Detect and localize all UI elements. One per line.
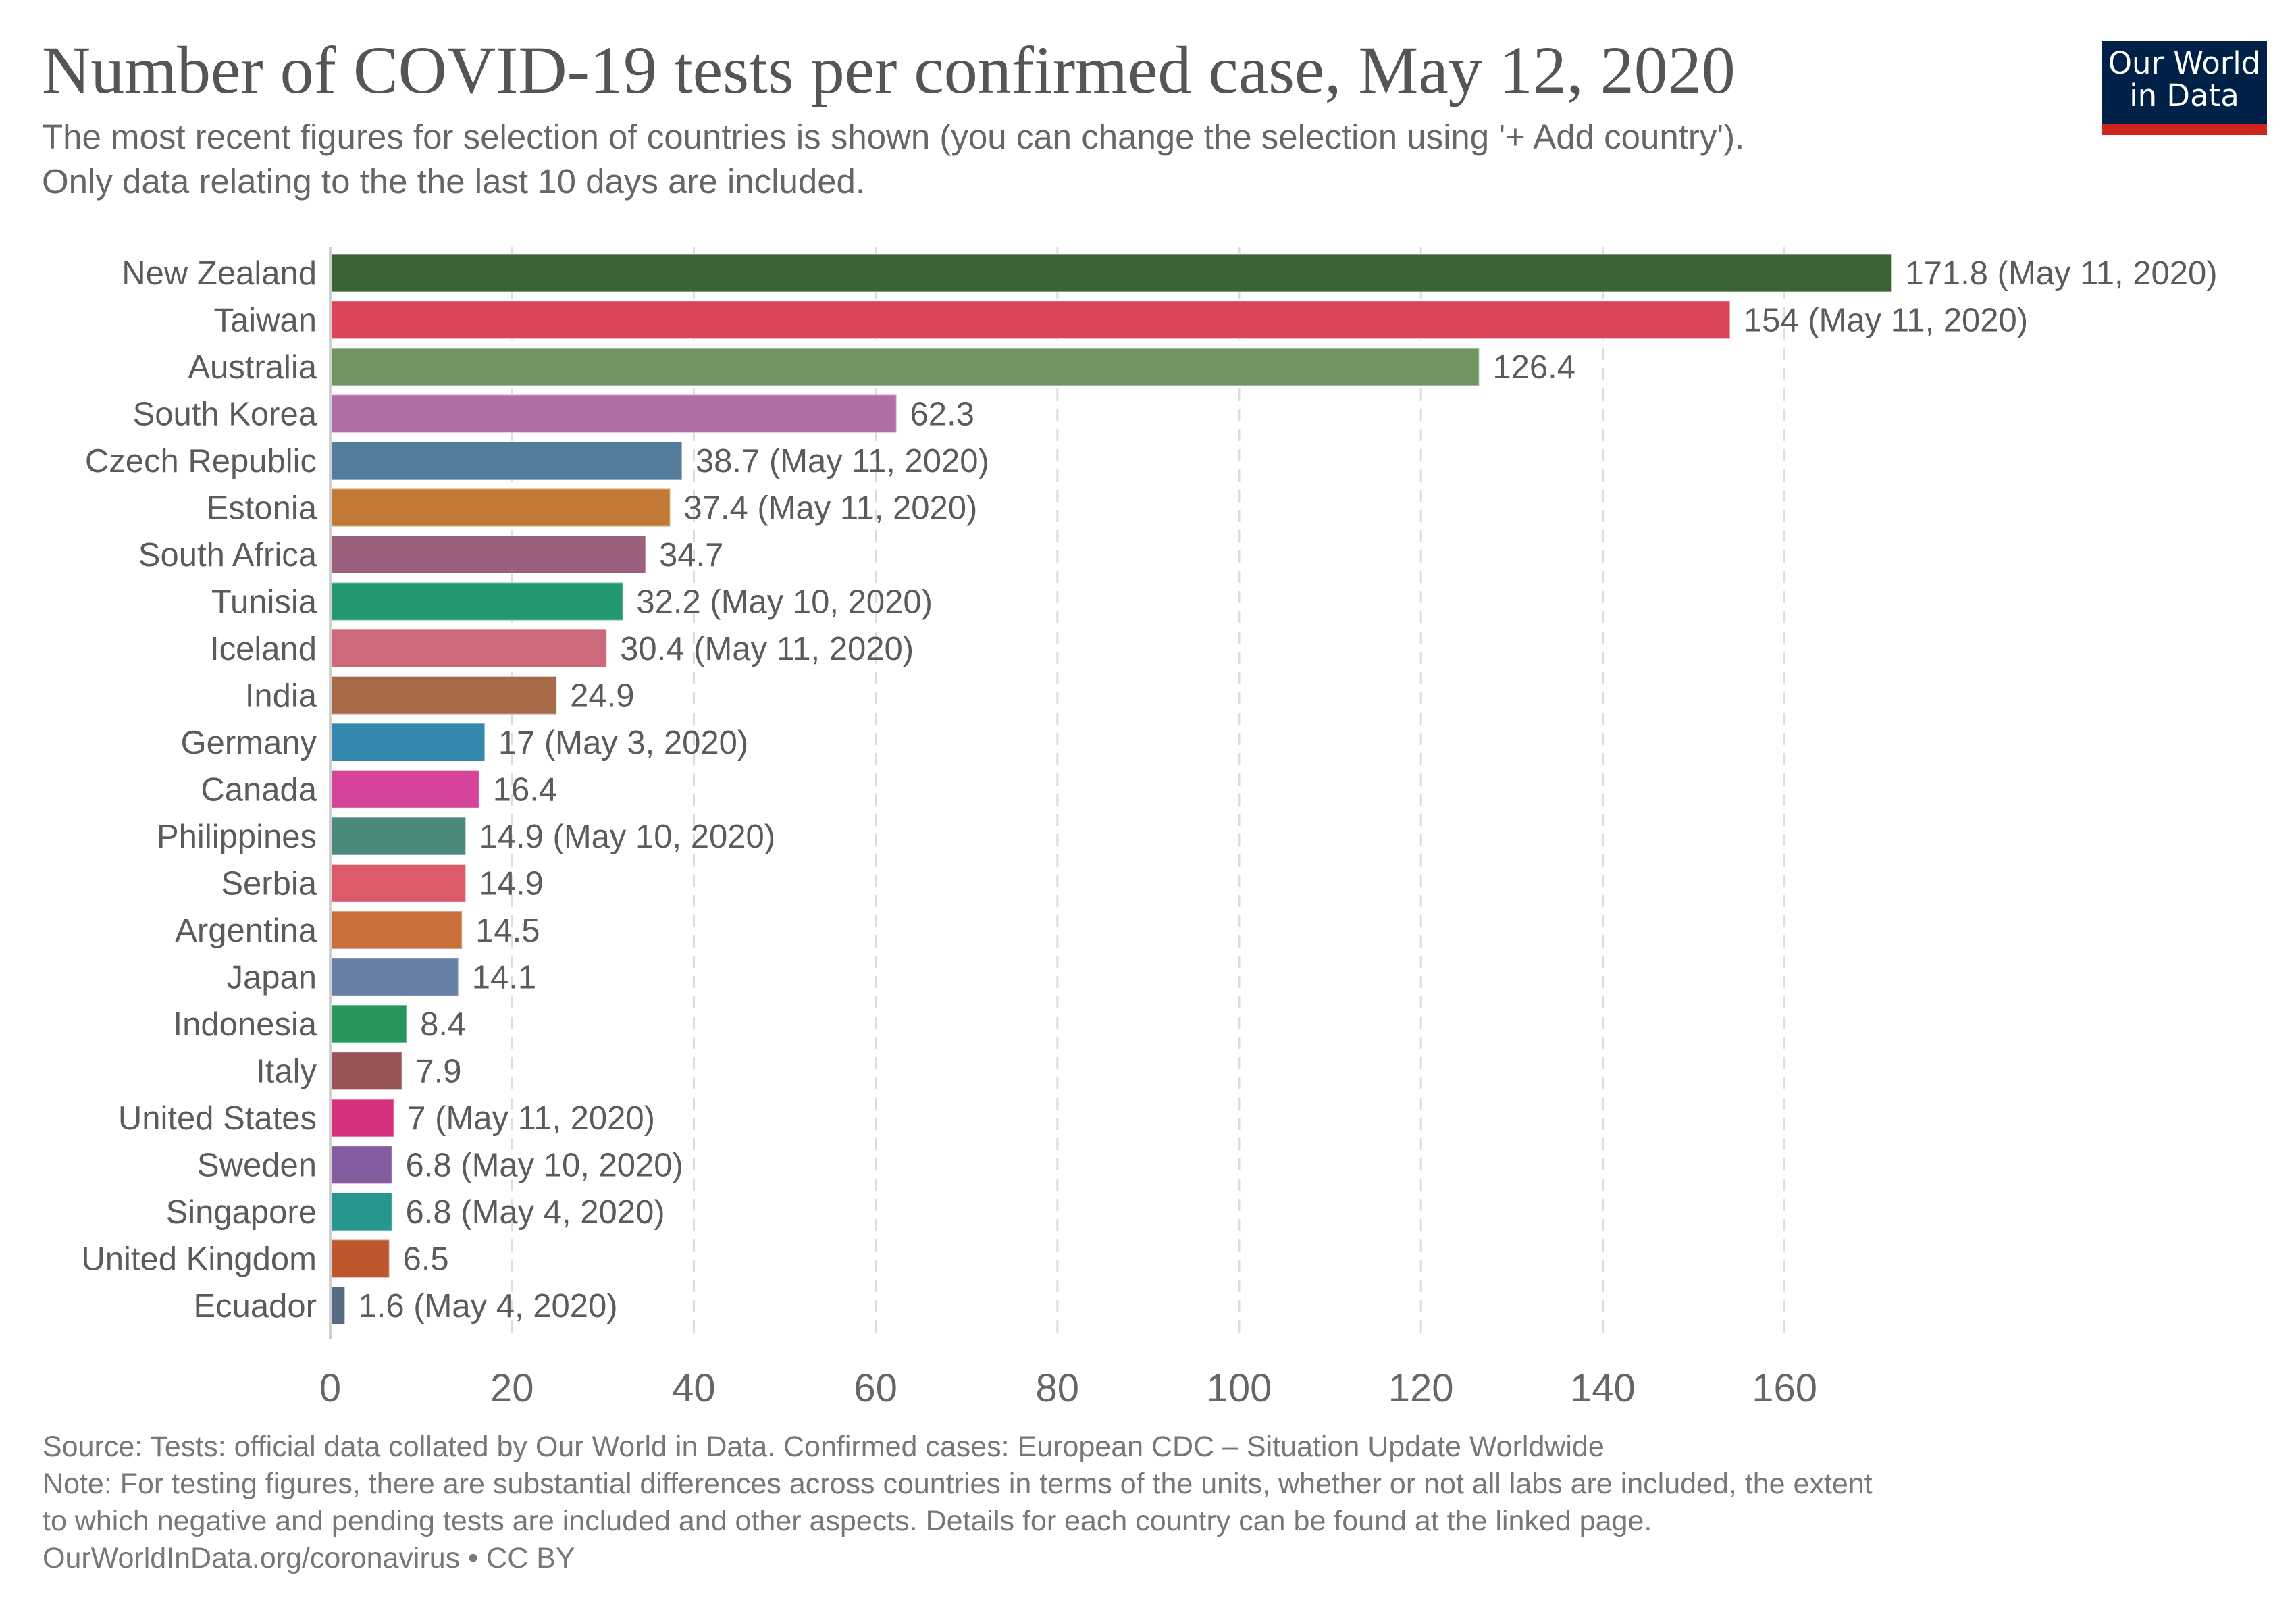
subtitle-line-1: The most recent figures for selection of… [42,118,1745,156]
category-label[interactable]: Singapore [166,1194,317,1231]
category-label[interactable]: United States [118,1100,317,1137]
category-label[interactable]: Indonesia [173,1006,317,1043]
value-label: 62.3 [910,396,974,433]
subtitle-line-2: Only data relating to the the last 10 da… [42,162,866,201]
value-label: 126.4 [1492,349,1575,386]
logo-line-2: in Data [2129,78,2239,113]
note-line-2: to which negative and pending tests are … [43,1505,1652,1537]
value-label: 24.9 [570,678,634,715]
value-labels: 171.8 (May 11, 2020) 154 (May 11, 2020) 12… [359,255,2218,1324]
x-tick-label: 60 [854,1366,897,1410]
category-label[interactable]: Argentina [175,912,317,949]
category-label[interactable]: Tunisia [211,584,317,621]
bar-indonesia[interactable] [330,1004,408,1044]
chart-subtitle: The most recent figures for selection of… [42,115,1744,204]
bar-taiwan[interactable] [330,300,1731,340]
category-label[interactable]: Canada [201,772,317,808]
x-tick-label: 100 [1207,1366,1272,1410]
value-label: 34.7 [659,537,723,573]
value-label: 32.2 (May 10, 2020) [636,584,933,621]
value-label: 37.4 (May 11, 2020) [683,490,977,527]
x-tick-label: 120 [1388,1366,1454,1410]
bar-argentina[interactable] [330,910,463,950]
value-label: 14.9 (May 10, 2020) [479,819,776,855]
bar-tunisia[interactable] [330,582,624,621]
x-tick-label: 0 [319,1366,341,1410]
category-label[interactable]: Japan [226,960,317,996]
category-label[interactable]: Ecuador [193,1288,317,1324]
value-label: 14.9 [479,866,544,902]
category-label[interactable]: South Africa [138,537,317,573]
category-label[interactable]: Taiwan [213,303,317,339]
category-label[interactable]: New Zealand [122,255,317,292]
bar-singapore[interactable] [330,1192,393,1231]
value-label: 6.8 (May 4, 2020) [406,1194,665,1231]
bar-canada[interactable] [330,769,480,809]
bar-italy[interactable] [330,1051,403,1091]
value-label: 7.9 [415,1054,461,1090]
x-tick-label: 80 [1036,1366,1080,1410]
bar-india[interactable] [330,675,558,715]
bar-new-zealand[interactable] [330,253,1893,292]
bar-chart: New Zealand Taiwan Australia South Korea Cze… [81,247,2218,1410]
value-label: 171.8 (May 11, 2020) [1905,255,2217,292]
category-labels: New Zealand Taiwan Australia South Korea Cze… [81,255,317,1324]
x-tick-label: 40 [672,1366,716,1410]
bar-south-korea[interactable] [330,394,897,434]
bar-australia[interactable] [330,347,1480,386]
x-tick-label: 140 [1570,1366,1636,1410]
x-tick-label: 160 [1752,1366,1817,1410]
note-line-1: Note: For testing figures, there are sub… [43,1468,1873,1500]
category-label[interactable]: Estonia [207,490,317,527]
bar-united-states[interactable] [330,1098,395,1137]
chart-footer: Source: Tests: official data collated by… [43,1429,1873,1577]
category-label[interactable]: Iceland [210,631,317,667]
value-label: 30.4 (May 11, 2020) [620,631,914,667]
value-label: 14.5 [475,912,540,949]
value-label: 6.5 [402,1241,448,1278]
value-label: 1.6 (May 4, 2020) [359,1288,618,1324]
bar-estonia[interactable] [330,488,671,528]
category-label[interactable]: Philippines [157,819,317,855]
category-label[interactable]: United Kingdom [81,1241,317,1278]
value-label: 14.1 [472,960,536,996]
value-label: 6.8 (May 10, 2020) [406,1148,683,1184]
x-tick-label: 20 [490,1366,534,1410]
logo-red-band [2102,124,2267,135]
bar-iceland[interactable] [330,629,608,668]
value-label: 7 (May 11, 2020) [407,1100,655,1137]
chart-title: Number of COVID-19 tests per confirmed c… [42,32,1736,107]
bar-south-africa[interactable] [330,535,647,574]
category-label[interactable]: Italy [256,1054,317,1090]
bar-serbia[interactable] [330,863,467,903]
value-label: 17 (May 3, 2020) [498,725,748,761]
bar-united-kingdom[interactable] [330,1239,390,1279]
category-label[interactable]: Czech Republic [85,443,317,480]
value-label: 8.4 [420,1006,466,1043]
url-license-link[interactable]: OurWorldInData.org/coronavirus • CC BY [43,1542,575,1574]
bar-japan[interactable] [330,957,459,997]
category-label[interactable]: Germany [180,725,317,761]
bar-philippines[interactable] [330,817,467,856]
bar-germany[interactable] [330,723,486,762]
bar-ecuador[interactable] [330,1286,346,1325]
category-label[interactable]: Sweden [197,1148,317,1184]
bar-sweden[interactable] [330,1145,393,1185]
category-label[interactable]: South Korea [133,396,317,433]
value-label: 154 (May 11, 2020) [1744,303,2028,339]
logo-line-1: Our World [2108,45,2261,81]
category-label[interactable]: India [245,678,317,715]
x-tick-labels: 0 20 40 60 80 100 120 140 160 [319,1366,1817,1410]
value-label: 38.7 (May 11, 2020) [696,443,989,480]
value-label: 16.4 [493,772,557,808]
category-label[interactable]: Serbia [221,866,317,902]
owid-logo[interactable]: Our World in Data [2102,41,2267,135]
source-note: Source: Tests: official data collated by… [43,1431,1604,1463]
category-label[interactable]: Australia [188,349,317,386]
bar-czech-republic[interactable] [330,441,683,480]
